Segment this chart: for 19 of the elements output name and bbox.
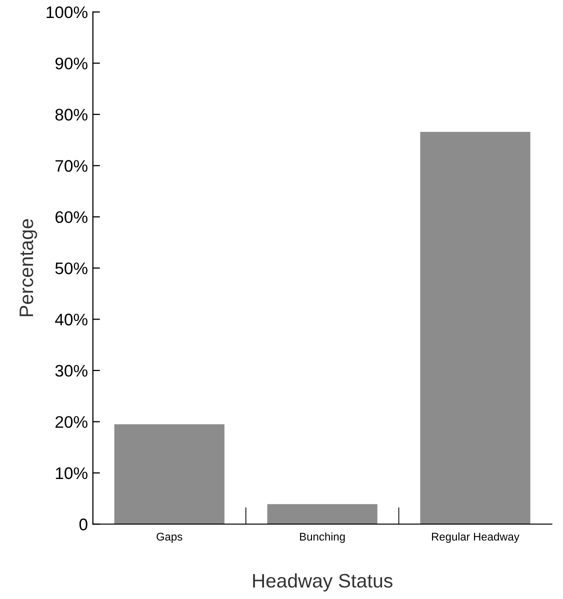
y-tick-label: 70% [56, 160, 88, 172]
y-tick-label: 50% [55, 262, 88, 274]
y-tick-label: 0 [79, 518, 88, 530]
y-tick-label: 20% [56, 416, 88, 428]
x-tick-label: Bunching [300, 532, 345, 543]
bar [114, 424, 224, 524]
x-tick-label: Regular Headway [432, 532, 520, 543]
y-tick-label: 80% [55, 108, 88, 121]
y-tick-label: 100% [46, 6, 88, 18]
bar [420, 132, 530, 524]
y-tick-label: 30% [55, 364, 88, 377]
y-tick-label: 90% [55, 58, 88, 70]
y-tick-label: 60% [56, 211, 88, 224]
y-axis-title: Percentage [20, 219, 38, 316]
y-tick-label: 10% [56, 467, 88, 480]
x-axis-title: Headway Status [253, 573, 392, 592]
y-tick-label: 40% [55, 314, 88, 326]
x-tick-label: Gaps [156, 532, 182, 543]
bar [267, 504, 378, 524]
